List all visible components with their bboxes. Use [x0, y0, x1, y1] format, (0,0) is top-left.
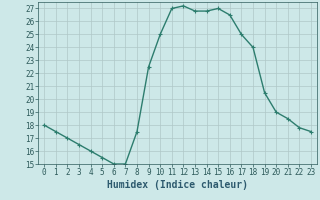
X-axis label: Humidex (Indice chaleur): Humidex (Indice chaleur) [107, 180, 248, 190]
